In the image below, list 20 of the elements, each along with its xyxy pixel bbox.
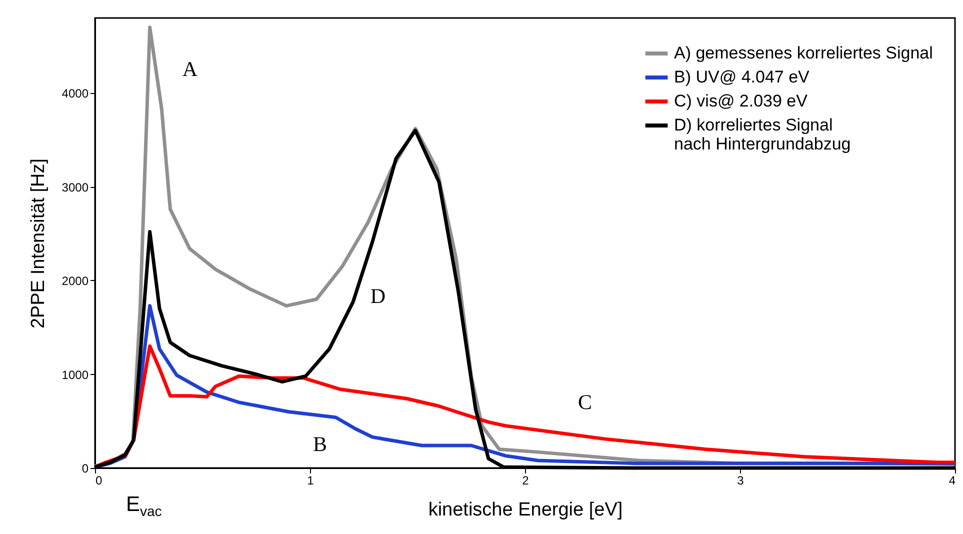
y-tick-label: 2000 xyxy=(62,274,89,288)
legend-label: C) vis@ 2.039 eV xyxy=(674,92,808,110)
y-tick-label: 3000 xyxy=(62,180,89,194)
x-tick-label: 3 xyxy=(737,474,744,488)
annotation: B xyxy=(312,432,328,456)
x-tick-label: 0 xyxy=(96,474,102,488)
annotation: C xyxy=(578,390,592,414)
x-tick-label: 4 xyxy=(948,474,956,488)
y-tick-label: 0 xyxy=(82,462,89,476)
x-tick-label: 2 xyxy=(522,474,530,488)
y-axis-title: 2PPE Intensität [Hz] xyxy=(28,158,49,329)
legend-label: A) gemessenes korreliertes Signal xyxy=(674,44,933,62)
legend-label: D) korreliertes Signal nach Hintergrundabzug xyxy=(674,116,851,154)
y-tick-label: 4000 xyxy=(62,86,89,100)
annotation: D xyxy=(370,284,386,308)
legend-label: B) UV@ 4.047 eV xyxy=(674,68,810,86)
y-tick-label: 1000 xyxy=(62,368,89,382)
annotation: A xyxy=(182,57,198,81)
x-tick-label: 1 xyxy=(307,474,314,488)
x-axis-title: kinetische Energie [eV] xyxy=(428,500,623,520)
